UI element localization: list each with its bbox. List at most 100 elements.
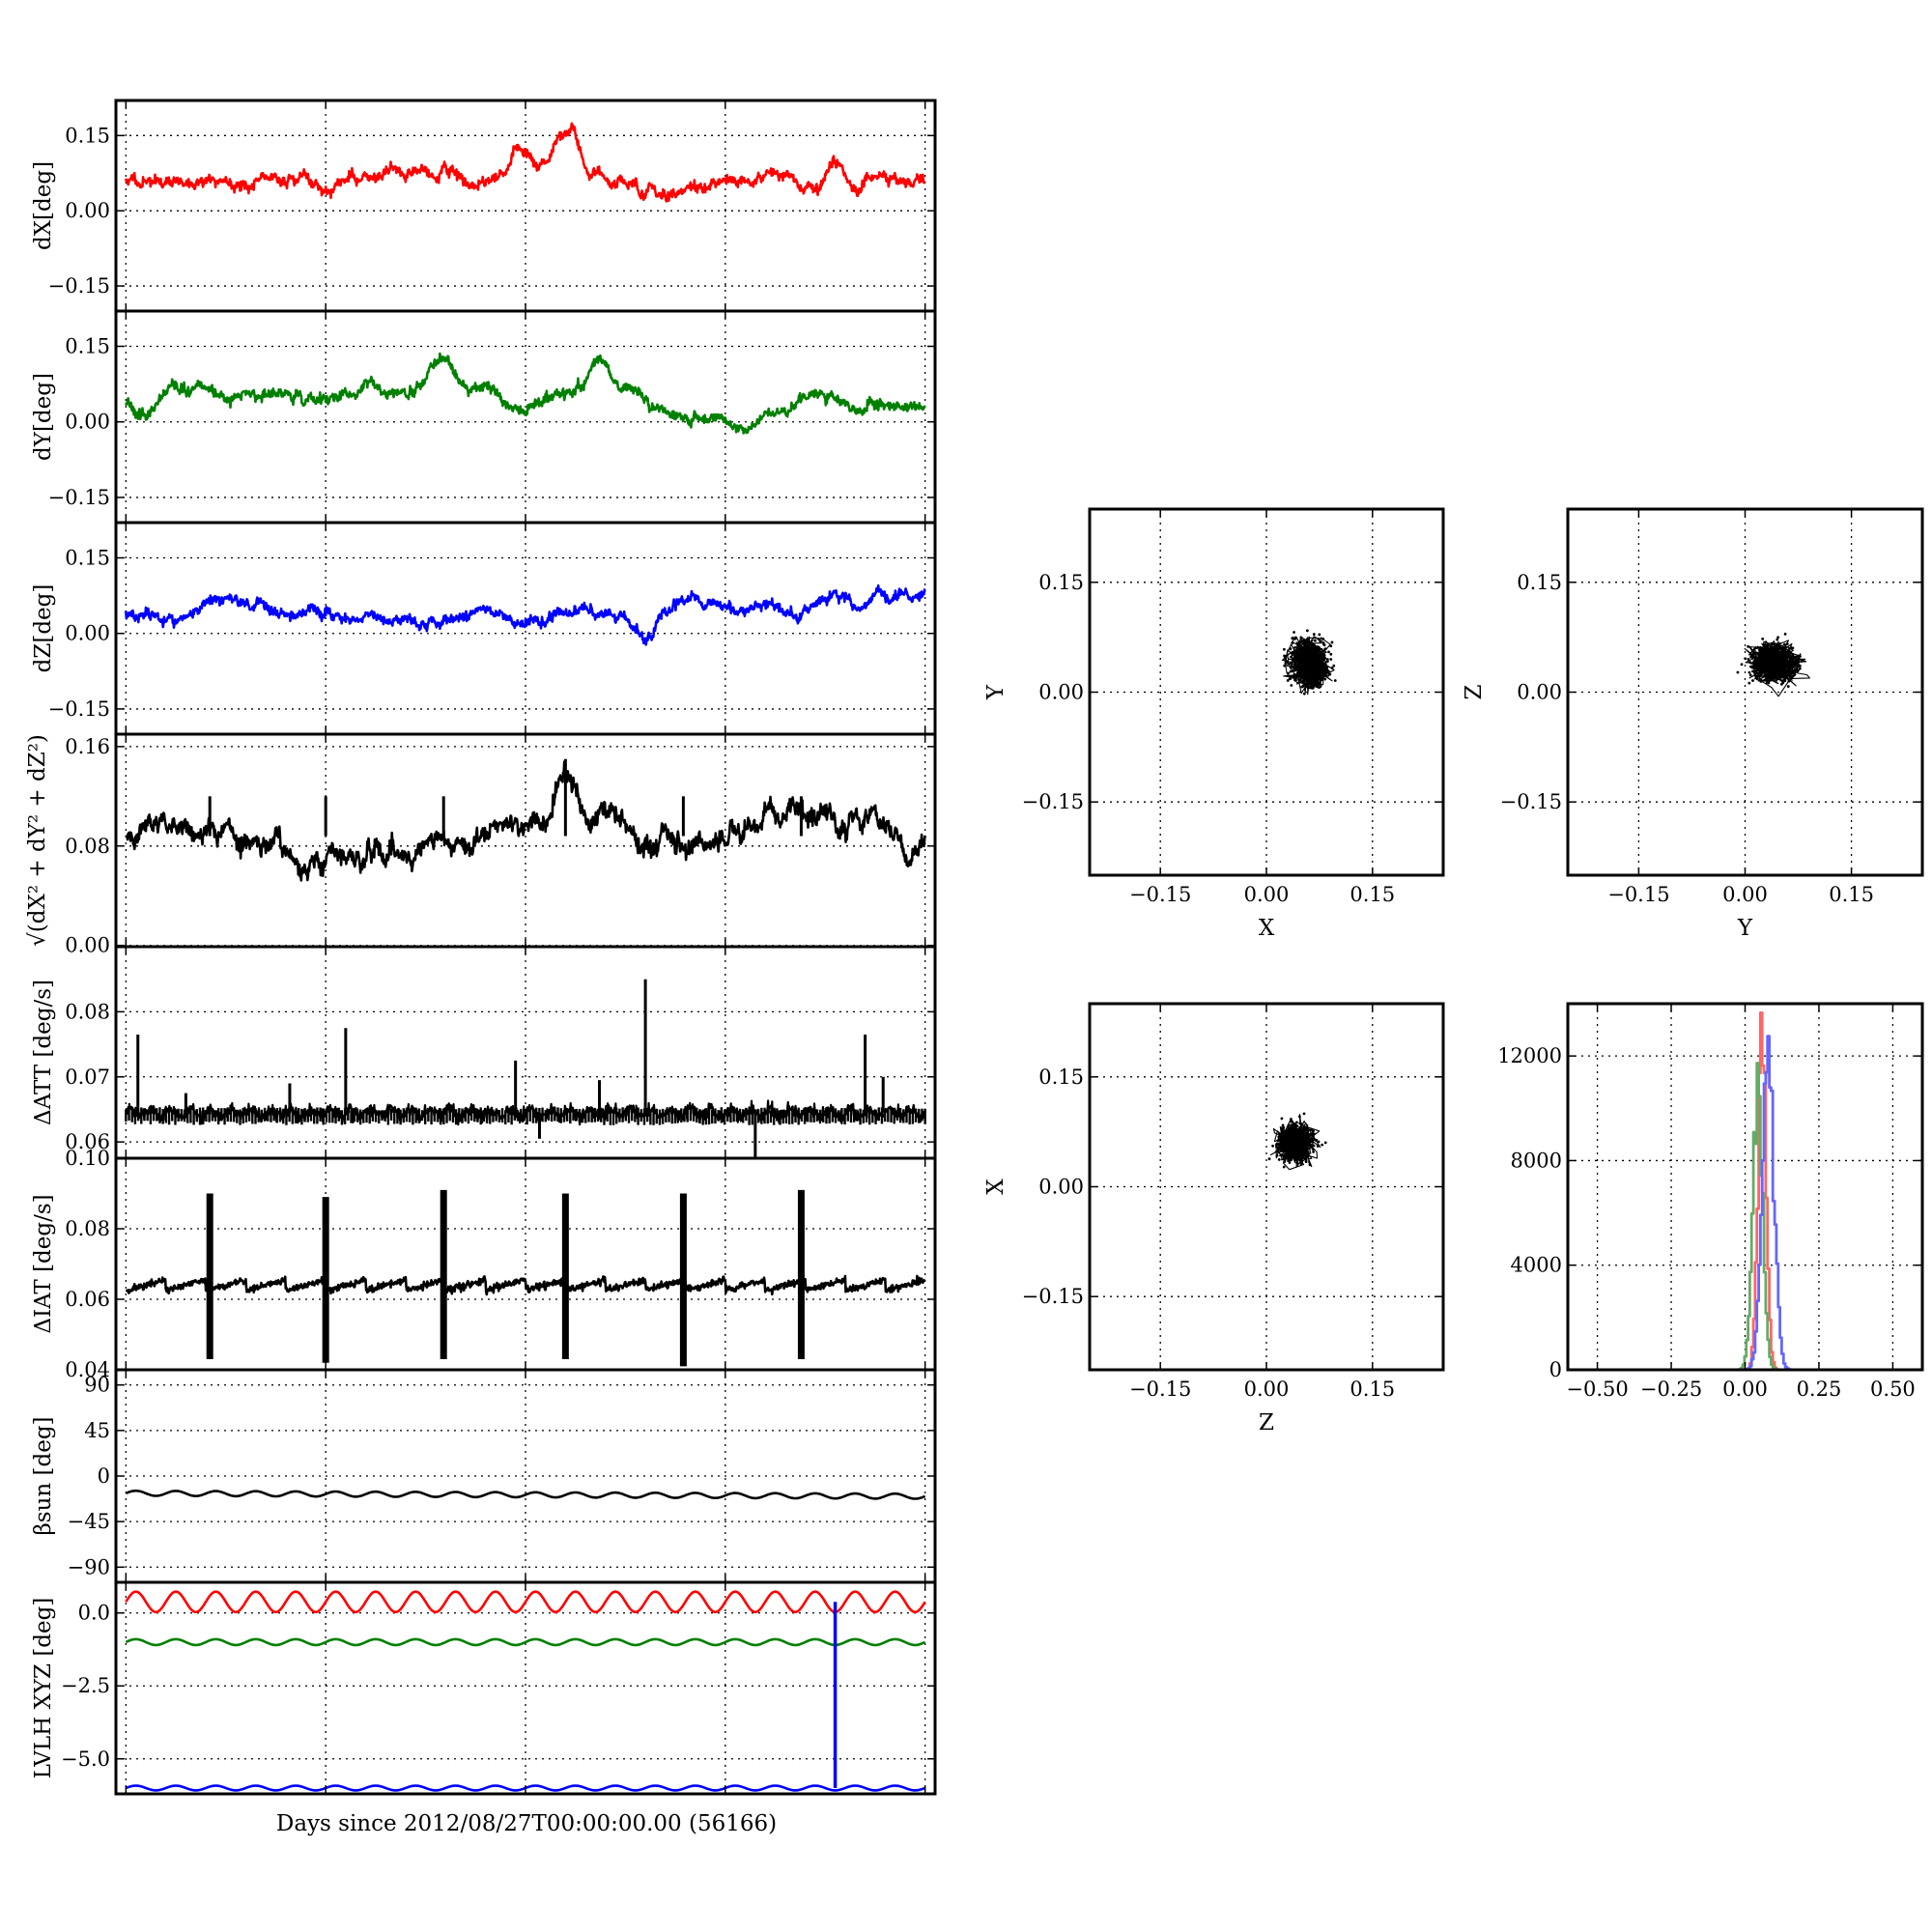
scatter-point [1765,667,1769,670]
scatter-point [1783,679,1787,683]
scatter-point [1296,669,1300,673]
scatter-point [1298,668,1302,671]
scatter-point [1289,1157,1293,1161]
band-marks [125,1107,926,1125]
scatter-point [1315,659,1319,663]
scatter-point [1305,1141,1309,1145]
scatter-point [1330,640,1334,644]
scatter-point [1317,663,1321,667]
scatter-point [1779,655,1782,659]
scatter-point [1778,669,1782,673]
scatter-point [1768,658,1772,662]
y-tick-label: 0.08 [65,1000,110,1023]
x-tick-label: −0.15 [1129,883,1191,906]
scatter-point [1282,1150,1286,1153]
scatter-point [1778,658,1781,661]
scatter-point [1292,658,1294,661]
y-tick-label: −0.15 [1500,790,1562,813]
scatter-point [1764,664,1768,668]
scatter-point [1761,670,1765,674]
y-axis-label: ΔATT [deg/s] [31,980,56,1125]
scatter-point [1747,681,1751,685]
scatter-point [1328,672,1332,676]
scatter-point [1309,654,1313,657]
y-axis-label: dZ[deg] [31,584,56,673]
scatter-point [1316,1145,1320,1148]
scatter-point [1776,644,1780,648]
scatter-point [1766,646,1770,650]
scatter-point [1306,654,1309,658]
scatter-point [1302,680,1306,684]
scatter-point [1766,680,1770,684]
plot-area-hist [1597,1011,1893,1370]
scatter-point [1753,674,1757,677]
scatter-point [1316,679,1320,683]
axes-frame [114,309,937,525]
series-line [125,352,926,435]
panel-dx: −0.15 0.00 0.15 dX[deg] [31,99,937,313]
scatter-point [1300,1145,1304,1148]
scatter-point [1777,666,1781,669]
grid-lvlh [116,1582,935,1794]
scatter-point [1750,666,1754,669]
scatter-point [1772,659,1776,663]
y-tick-label: 0.04 [65,1358,110,1381]
scatter-point [1757,652,1761,656]
scatter-point [1298,1115,1301,1119]
scatter-point [1773,643,1776,646]
scatter-point [1295,1161,1298,1165]
y-tick-label: −2.5 [61,1674,110,1697]
scatter-point [1301,672,1305,676]
scatter-point [1308,669,1311,673]
histogram-step [1597,1062,1893,1370]
axes-frame [1566,507,1924,877]
scatter-point [1789,657,1793,661]
plot-area-diat [125,1189,926,1367]
scatter-point [1306,1143,1309,1147]
scatter-point [1310,665,1314,668]
scatter-point [1296,1142,1299,1146]
scatter-point [1302,692,1306,696]
scatter-point [1764,678,1768,682]
x-tick-label: 0.15 [1829,883,1874,906]
scatter-point [1783,642,1786,646]
scatter-point [1305,675,1309,679]
plot-area-yz [1736,632,1810,697]
scatter-point [1747,658,1750,661]
scatter-point [1297,1146,1301,1150]
y-tick-label: 90 [84,1374,110,1397]
scatter-point [1315,671,1319,674]
x-tick-label: −0.15 [1607,883,1669,906]
x-tick-label: −0.50 [1566,1378,1628,1401]
scatter-point [1287,1135,1290,1139]
y-tick-label: −90 [68,1555,110,1578]
scatter-point [1776,636,1780,639]
scatter-point [1772,670,1776,674]
scatter-point [1305,640,1308,644]
scatter-point [1277,1142,1281,1146]
scatter-point [1297,1134,1300,1138]
scatter-point [1759,668,1762,670]
scatter-point [1288,1151,1292,1154]
scatter-point [1318,633,1321,637]
scatter-point [1323,663,1327,666]
scatter-point [1798,667,1802,670]
scatter-point [1311,668,1315,671]
grid-zx [1090,1004,1443,1370]
scatter-point [1311,1138,1315,1142]
scatter-point [1753,671,1756,675]
y-tick-label: 0.15 [65,547,110,570]
panel-beta: −90 −45 0 45 90 βsun [deg] [31,1368,937,1584]
scatter-point [1299,651,1303,655]
scatter-point [1769,671,1772,674]
scatter-point [1303,1137,1307,1141]
scatter-point [1285,1140,1289,1144]
scatter-point [1315,1138,1319,1142]
scatter-point [1302,674,1306,678]
scatter-point [1293,649,1296,653]
scatter-point [1771,665,1775,668]
panel-xy: −0.15 0.00 0.15 −0.15 0.00 0.15 X Y [983,507,1445,941]
scatter-point [1304,667,1308,670]
y-tick-label: 0.00 [65,411,110,434]
panel-zx: −0.15 0.00 0.15 −0.15 0.00 0.15 Z X [983,1002,1445,1435]
